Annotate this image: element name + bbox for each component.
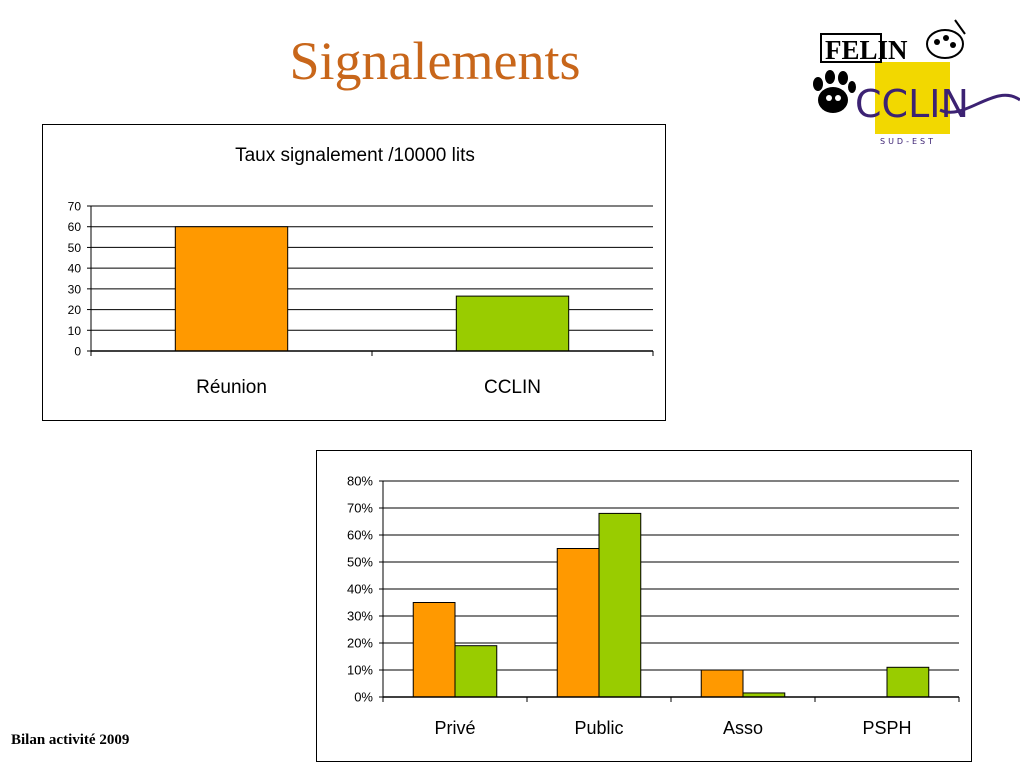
x-category-label: PSPH: [862, 718, 911, 738]
logo-sub: SUD-EST: [880, 137, 936, 146]
chart-1-title: Taux signalement /10000 lits: [235, 145, 475, 166]
felin-cclin-logo: FELIN CCLIN SUD-EST: [813, 19, 1020, 146]
x-category-label: Public: [574, 718, 623, 738]
y-tick-label: 40%: [347, 582, 373, 597]
y-tick-label: 30%: [347, 609, 373, 624]
slide-title: Signalements: [289, 31, 581, 91]
bar-1: [455, 295, 570, 352]
y-tick-label: 10%: [347, 663, 373, 678]
y-tick-label: 80%: [347, 474, 373, 489]
chart-repartition-statut: 0% 10% 20% 30% 40% 50% 60% 70% 80% Privé Public Ass…: [316, 450, 972, 762]
y-tick-label: 70: [68, 200, 82, 214]
y-tick-label: 70%: [347, 501, 373, 516]
logo-yellow-block: [875, 62, 950, 134]
chart-taux-signalement: Taux signalement /10000 lits 0 10 20 30 40 50 6…: [42, 124, 666, 421]
x-category-label: CCLIN: [484, 377, 541, 398]
y-tick-label: 50%: [347, 555, 373, 570]
bar-s1-1: [598, 512, 642, 698]
x-category-label: Réunion: [196, 377, 267, 398]
chart-2-svg: 0% 10% 20% 30% 40% 50% 60% 70% 80% Privé Public Ass…: [347, 474, 960, 738]
chart-1-svg: Taux signalement /10000 lits 0 10 20 30 40 50 6…: [68, 145, 654, 398]
bar-s1-3: [886, 666, 930, 698]
y-tick-label: 0%: [354, 690, 373, 705]
bar-s0-2: [700, 669, 744, 698]
bar-0: [174, 226, 289, 352]
y-tick-label: 60: [68, 220, 82, 234]
paw-icon: [813, 70, 856, 113]
logo-brand: CCLIN: [855, 82, 969, 126]
y-tick-label: 50: [68, 241, 82, 255]
y-tick-label: 20%: [347, 636, 373, 651]
bar-s0-1: [556, 548, 600, 698]
bar-s0-0: [412, 602, 456, 698]
bar-s1-0: [454, 645, 498, 698]
logo-word: FELIN: [825, 35, 908, 65]
y-tick-label: 60%: [347, 528, 373, 543]
y-tick-label: 20: [68, 303, 82, 317]
y-tick-label: 30: [68, 282, 82, 296]
x-category-label: Asso: [723, 718, 763, 738]
y-tick-label: 10: [68, 324, 82, 338]
y-tick-label: 40: [68, 262, 82, 276]
y-tick-label: 0: [74, 345, 81, 359]
palette-icon: [926, 19, 966, 59]
x-category-label: Privé: [434, 718, 475, 738]
footer-text: Bilan activité 2009: [11, 732, 130, 748]
